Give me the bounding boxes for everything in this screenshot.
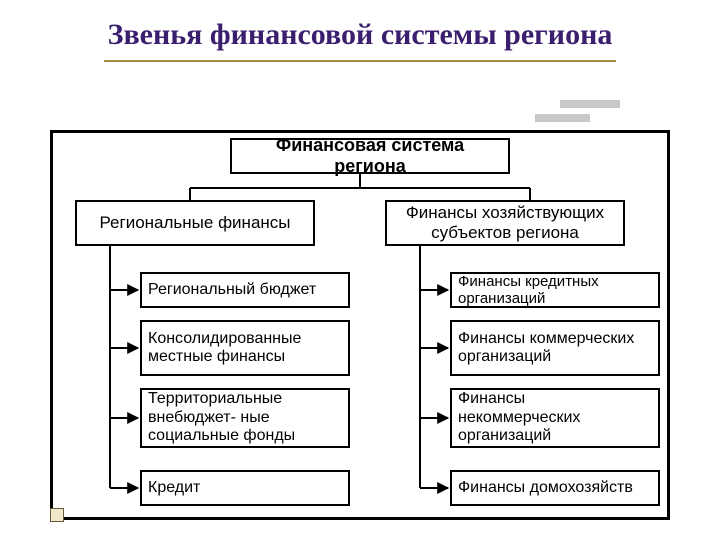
left-item-0-label: Региональный бюджет bbox=[148, 281, 316, 299]
left-item-2-label: Территориальные внебюджет- ные социальны… bbox=[148, 390, 342, 445]
right-item-2: Финансы некоммерческих организаций bbox=[450, 388, 660, 448]
right-item-3: Финансы домохозяйств bbox=[450, 470, 660, 506]
left-item-2: Территориальные внебюджет- ные социальны… bbox=[140, 388, 350, 448]
right-item-0: Финансы кредитных организаций bbox=[450, 272, 660, 308]
left-item-1: Консолидированные местные финансы bbox=[140, 320, 350, 376]
title-underline bbox=[104, 60, 616, 62]
left-item-1-label: Консолидированные местные финансы bbox=[148, 330, 342, 367]
right-header-label: Финансы хозяйствующих субъектов региона bbox=[393, 203, 617, 242]
deco-strip-2 bbox=[535, 114, 590, 122]
slide-marker-icon bbox=[50, 508, 64, 522]
right-item-1-label: Финансы коммерческих организаций bbox=[458, 330, 652, 367]
slide: Звенья финансовой системы региона bbox=[0, 0, 720, 540]
right-item-0-label: Финансы кредитных организаций bbox=[458, 273, 652, 308]
left-item-3: Кредит bbox=[140, 470, 350, 506]
left-item-3-label: Кредит bbox=[148, 479, 200, 497]
page-title: Звенья финансовой системы региона bbox=[0, 18, 720, 52]
deco-strip-1 bbox=[560, 100, 620, 108]
right-item-2-label: Финансы некоммерческих организаций bbox=[458, 390, 652, 445]
left-header-label: Региональные финансы bbox=[99, 213, 290, 233]
right-item-1: Финансы коммерческих организаций bbox=[450, 320, 660, 376]
root-box: Финансовая система региона bbox=[230, 138, 510, 174]
left-item-0: Региональный бюджет bbox=[140, 272, 350, 308]
root-label: Финансовая система региона bbox=[238, 135, 502, 176]
left-header-box: Региональные финансы bbox=[75, 200, 315, 246]
right-item-3-label: Финансы домохозяйств bbox=[458, 479, 633, 497]
right-header-box: Финансы хозяйствующих субъектов региона bbox=[385, 200, 625, 246]
